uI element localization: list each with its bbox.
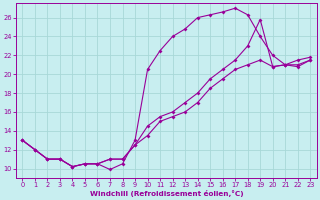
X-axis label: Windchill (Refroidissement éolien,°C): Windchill (Refroidissement éolien,°C): [90, 190, 243, 197]
